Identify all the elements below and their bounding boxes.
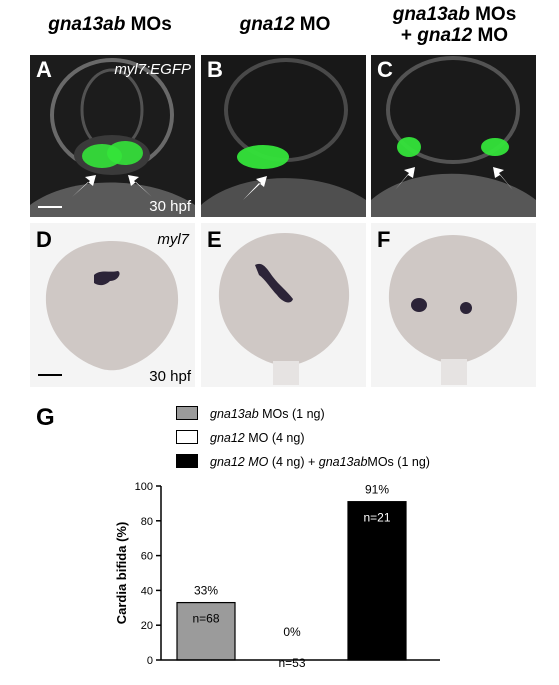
panel-e-image: E bbox=[201, 223, 366, 387]
y-tick-label: 20 bbox=[141, 620, 153, 632]
bar-percent-label: 91% bbox=[365, 483, 389, 497]
panel-label-e: E bbox=[207, 227, 222, 252]
panel-label-f: F bbox=[377, 227, 391, 252]
panel-label-b: B bbox=[207, 57, 223, 82]
column-title-gna12: gna12 MO bbox=[239, 14, 331, 35]
y-tick-label: 40 bbox=[141, 585, 153, 597]
bar-percent-label: 33% bbox=[194, 584, 218, 598]
bar-chart: 0 20 40 60 80 100 Cardia bifida (%) 33% n=68 0% n=… bbox=[114, 481, 440, 670]
fluorescence-image-b bbox=[201, 55, 366, 217]
panel-f-image: F bbox=[371, 223, 536, 387]
y-tick-label: 60 bbox=[141, 551, 153, 563]
panel-label-d: D bbox=[36, 227, 52, 252]
panel-d-image: D myl7 30 hpf bbox=[30, 223, 195, 387]
y-tick-label: 100 bbox=[135, 481, 153, 493]
bar-3 bbox=[347, 501, 407, 661]
y-axis-title: Cardia bifida (%) bbox=[114, 522, 129, 625]
bar-n-label: n=68 bbox=[192, 612, 219, 626]
panel-label-a: A bbox=[36, 57, 52, 82]
fluorescence-image-c bbox=[371, 55, 536, 217]
panel-b-image: B bbox=[201, 55, 366, 217]
probe-label: myl7 bbox=[157, 231, 189, 248]
legend-swatch-black bbox=[176, 454, 198, 468]
in-situ-image-e bbox=[201, 223, 366, 387]
stage-label-top: 30 hpf bbox=[149, 198, 191, 215]
column-title-combined: gna13ab MOs + gna12 MO bbox=[392, 4, 517, 46]
transgene-label: myl7:EGFP bbox=[114, 61, 191, 78]
bar-percent-label: 0% bbox=[283, 625, 301, 639]
panel-label-g: G bbox=[36, 404, 55, 431]
y-tick-label: 0 bbox=[147, 655, 153, 667]
in-situ-image-d bbox=[30, 223, 195, 387]
y-tick-label: 80 bbox=[141, 516, 153, 528]
fluorescence-image-a bbox=[30, 55, 195, 217]
legend-swatch-white bbox=[176, 430, 198, 444]
column-title-gna13ab: gna13ab MOs bbox=[48, 14, 172, 35]
stage-label-bottom: 30 hpf bbox=[149, 368, 191, 385]
bar-1 bbox=[176, 601, 236, 661]
panel-a-image: A myl7:EGFP 30 hpf bbox=[30, 55, 195, 217]
legend-swatch-gray bbox=[176, 406, 198, 420]
panel-c-image: C bbox=[371, 55, 536, 217]
in-situ-image-f bbox=[371, 223, 536, 387]
bar-n-label: n=21 bbox=[363, 511, 390, 525]
bar-n-label: n=53 bbox=[278, 656, 305, 670]
panel-label-c: C bbox=[377, 57, 393, 82]
